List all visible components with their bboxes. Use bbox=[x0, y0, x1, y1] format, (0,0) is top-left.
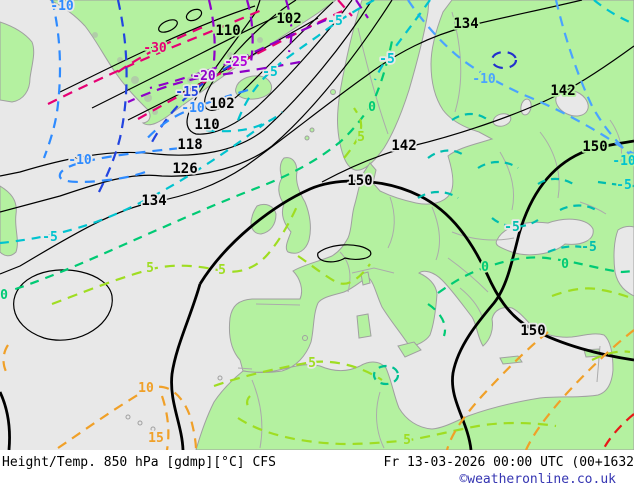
contour-label-10: 10 bbox=[138, 381, 154, 396]
greenland-ice-texture bbox=[92, 19, 303, 115]
temp-minus5-curls bbox=[417, 112, 634, 254]
contour-label-126: 126 bbox=[172, 161, 197, 177]
contour-label--5: -5 bbox=[379, 52, 395, 67]
sea-caspian bbox=[613, 225, 634, 297]
contour-closed-france bbox=[317, 244, 372, 263]
land-canada-2 bbox=[0, 185, 18, 257]
contour-label-0: 0 bbox=[0, 288, 8, 303]
contour-label-102: 102 bbox=[276, 11, 301, 27]
contour-label--5: -5 bbox=[616, 178, 632, 193]
contour-greenland-3 bbox=[127, 17, 319, 121]
island-canary-3 bbox=[150, 426, 156, 432]
contour-110 bbox=[186, 0, 353, 135]
contour-labels: 110102102110118126134134142142150150150-… bbox=[0, 0, 634, 450]
weather-map: 110 102 102 110 118 126 134 134 142 142 150 150 150-… bbox=[0, 0, 634, 450]
contour-label-15: 15 bbox=[148, 431, 164, 446]
contour-118 bbox=[0, 0, 373, 177]
island-crete bbox=[499, 355, 523, 365]
land-britain bbox=[278, 157, 311, 254]
country-borders bbox=[237, 11, 623, 449]
temp-zero-lines bbox=[0, 35, 634, 337]
contour-label-150: 150 bbox=[347, 173, 372, 189]
contour-label-5: 5 bbox=[403, 433, 411, 448]
temp-zero-closed-tunisia bbox=[372, 364, 400, 386]
temp-plus5-lines bbox=[51, 107, 634, 446]
contour-greenland-2 bbox=[91, 11, 289, 109]
contour-150-southwest bbox=[170, 283, 202, 450]
island-orkney bbox=[309, 127, 315, 133]
contour-label-110: 110 bbox=[194, 117, 219, 133]
island-corsica bbox=[360, 271, 371, 286]
contour-label--10: -10 bbox=[68, 153, 92, 168]
contour-label-5: 5 bbox=[146, 261, 154, 276]
chart-title: Height/Temp. 850 hPa [gdmp][°C] CFS bbox=[2, 455, 276, 470]
contour-150-east bbox=[451, 139, 634, 450]
contour-label-150: 150 bbox=[520, 323, 545, 339]
temp-minus20-25-lines bbox=[127, 0, 369, 104]
lake-onega bbox=[520, 98, 532, 116]
island-sicily bbox=[397, 341, 422, 358]
contour-label--5: -5 bbox=[327, 14, 343, 29]
contour-label--5: -5 bbox=[581, 240, 597, 255]
contour-label--5: -5 bbox=[42, 230, 58, 245]
contour-label-102: 102 bbox=[209, 96, 234, 112]
contour-102 bbox=[204, 0, 334, 111]
contour-label-118: 118 bbox=[177, 137, 202, 153]
contour-150-main bbox=[198, 179, 634, 362]
contour-closed-atlantic bbox=[13, 269, 113, 341]
contour-label-5: 5 bbox=[308, 356, 316, 371]
island-balearic-1 bbox=[302, 335, 308, 341]
island-canary-1 bbox=[125, 414, 131, 420]
contour-thick-corner bbox=[0, 391, 11, 450]
island-madeira bbox=[217, 375, 223, 381]
contour-142 bbox=[321, 45, 634, 183]
contour-label--10: -10 bbox=[612, 154, 634, 169]
island-canary-2 bbox=[137, 420, 143, 426]
island-shetland bbox=[304, 135, 310, 141]
island-sardinia bbox=[356, 313, 372, 339]
chart-datetime: Fr 13-03-2026 00:00 UTC (00+1632 bbox=[383, 455, 634, 470]
temp-plus10-lines bbox=[2, 329, 634, 450]
contour-label--15: -15 bbox=[175, 85, 198, 100]
contour-label-0: 0 bbox=[368, 100, 376, 115]
temp-minus5-lines bbox=[0, 0, 634, 245]
contour-label-0: 0 bbox=[481, 260, 489, 275]
contour-label-150: 150 bbox=[582, 139, 607, 155]
temp-contours bbox=[0, 0, 634, 450]
contour-label-142: 142 bbox=[550, 83, 575, 99]
height-contours-thin bbox=[0, 0, 634, 341]
land-iceland bbox=[235, 75, 273, 100]
caption-bar: Height/Temp. 850 hPa [gdmp][°C] CFS Fr 1… bbox=[0, 450, 634, 490]
contour-label--10: -10 bbox=[181, 101, 205, 116]
contour-label-5: 5 bbox=[357, 130, 365, 145]
contour-label-134: 134 bbox=[453, 16, 478, 32]
contour-label--25: -25 bbox=[224, 55, 247, 70]
contour-label-0: 0 bbox=[561, 257, 569, 272]
contour-label--10: -10 bbox=[50, 0, 74, 14]
height-contours-thick bbox=[0, 139, 634, 450]
land-canada-1 bbox=[0, 21, 35, 103]
contour-134 bbox=[0, 0, 583, 275]
contour-label--20: -20 bbox=[192, 69, 216, 84]
contour-greenland-1 bbox=[59, 5, 256, 93]
contour-label--5: -5 bbox=[262, 65, 278, 80]
contour-label--5: -5 bbox=[504, 220, 520, 235]
contour-label-134: 134 bbox=[141, 193, 166, 209]
copyright-link[interactable]: ©weatheronline.co.uk bbox=[459, 472, 616, 487]
map-svg: 110102102110118126134134142142150150150-… bbox=[0, 0, 634, 450]
temp-plus20-lines bbox=[603, 413, 634, 449]
contour-label-110: 110 bbox=[215, 23, 240, 39]
contour-label--30: -30 bbox=[143, 41, 167, 56]
contour-label-5: 5 bbox=[218, 263, 226, 278]
contour-label--10: -10 bbox=[472, 72, 496, 87]
temp-minus10-closed-loop bbox=[490, 50, 518, 70]
contour-closed-loop-1 bbox=[158, 19, 178, 33]
contour-label-142: 142 bbox=[391, 138, 416, 154]
temp-minus10-lines bbox=[42, 0, 249, 184]
temp-minus10-light-lines bbox=[407, 0, 634, 159]
contour-closed-loop-2 bbox=[185, 8, 203, 22]
med-islands bbox=[356, 271, 602, 365]
island-faroe bbox=[330, 89, 336, 95]
